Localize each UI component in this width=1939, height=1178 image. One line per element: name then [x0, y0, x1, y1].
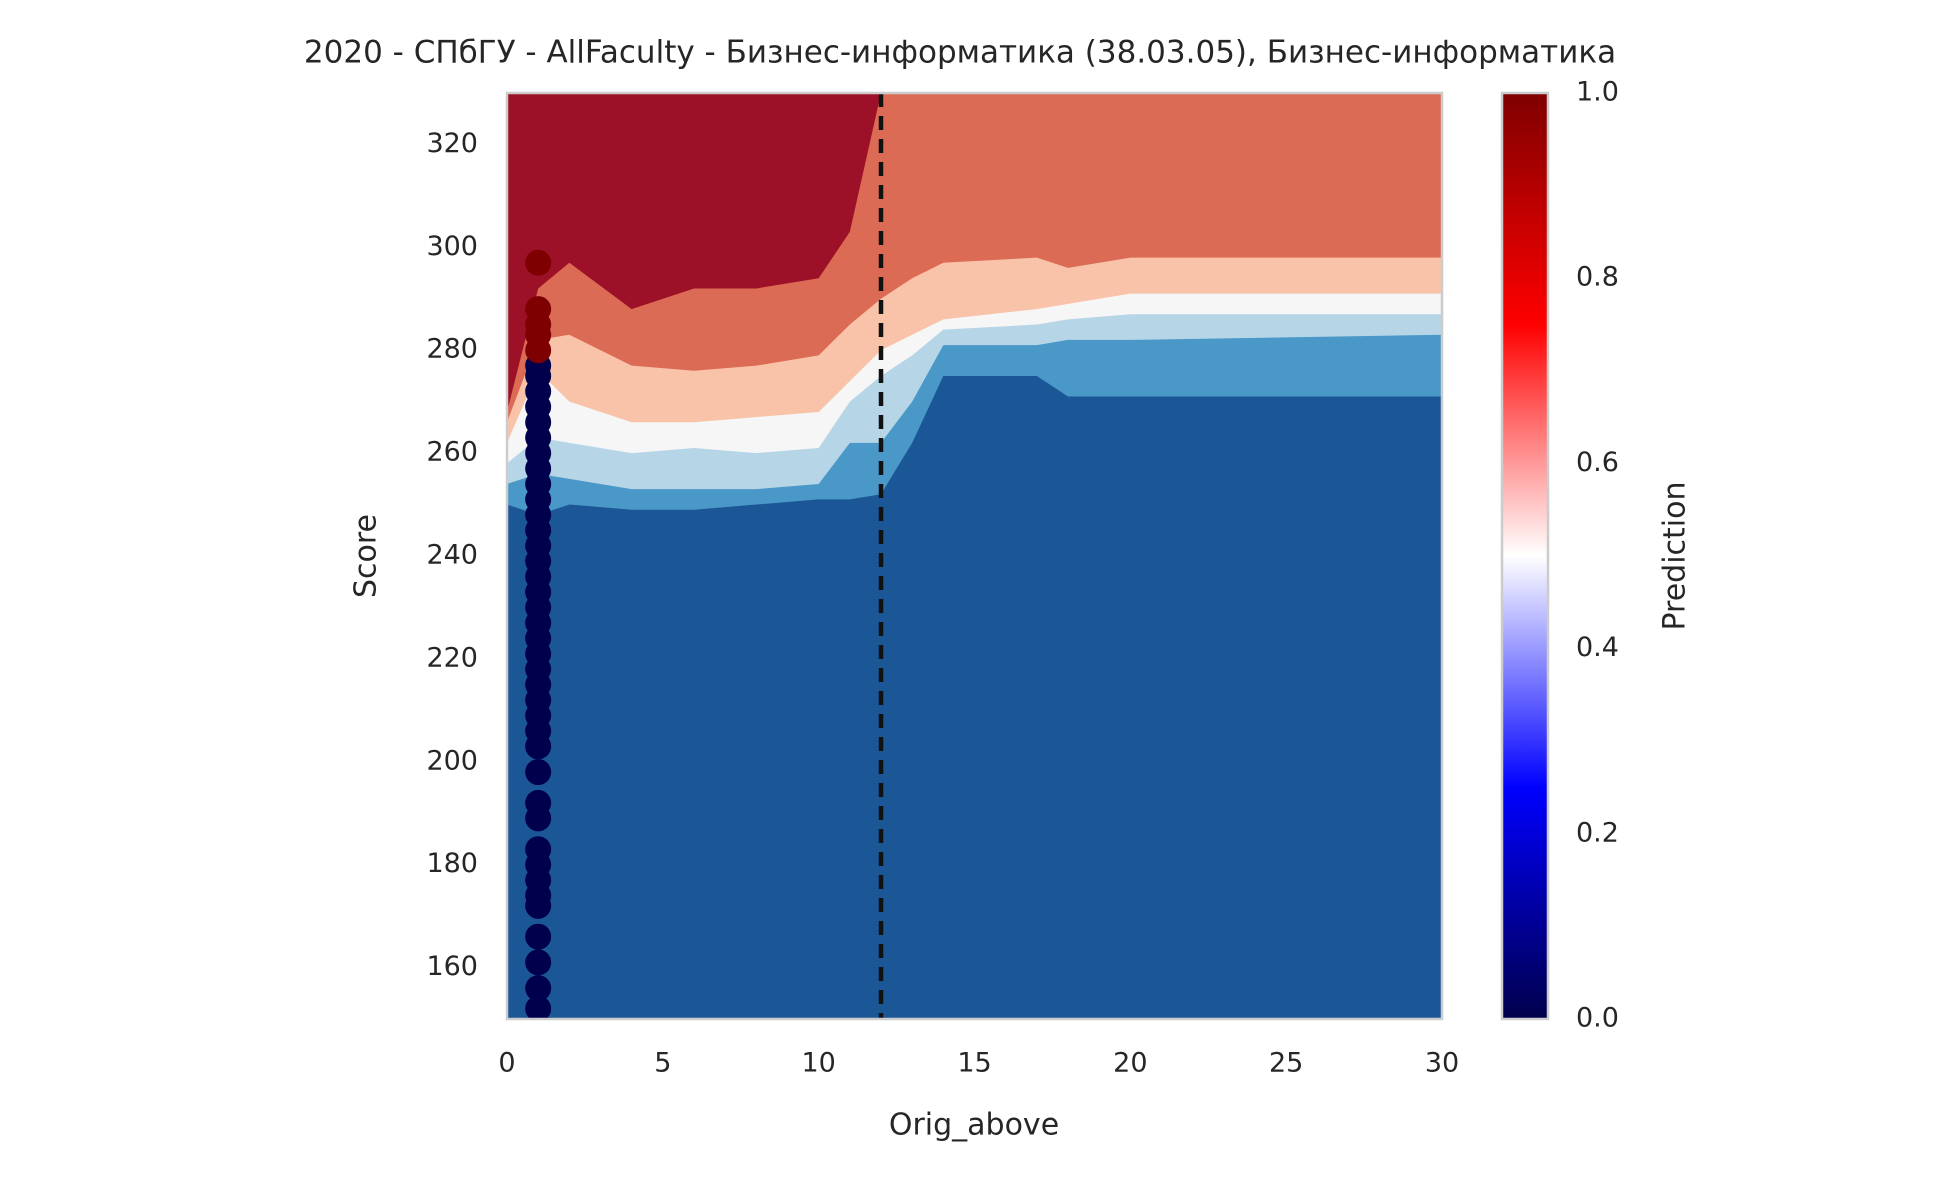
scatter-point: [525, 923, 552, 950]
colorbar-tick-label: 0.8: [1576, 262, 1619, 293]
y-tick-label: 300: [426, 231, 478, 262]
colorbar-tick-label: 0.2: [1576, 817, 1619, 848]
y-tick-label: 180: [426, 848, 478, 879]
y-tick-label: 200: [426, 745, 478, 776]
y-tick-label: 260: [426, 437, 478, 468]
x-tick-label: 20: [1113, 1048, 1147, 1079]
colorbar: [1502, 93, 1548, 1019]
y-tick-label: 220: [426, 642, 478, 673]
colorbar-label: Prediction: [1658, 481, 1693, 630]
scatter-point: [525, 249, 552, 276]
scatter-point: [525, 949, 552, 976]
scatter-point: [525, 836, 552, 863]
scatter-point: [525, 995, 552, 1019]
x-tick-label: 15: [957, 1048, 991, 1079]
chart-title: 2020 - СПбГУ - AllFaculty - Бизнес-инфор…: [304, 35, 1616, 71]
scatter-point: [525, 296, 552, 323]
x-axis-label: Orig_above: [889, 1108, 1059, 1143]
colorbar-tick-label: 0.0: [1576, 1003, 1619, 1034]
x-tick-label: 5: [654, 1048, 671, 1079]
y-axis-label: Score: [349, 514, 384, 598]
plot-frame: [505, 91, 1444, 1021]
x-tick-label: 25: [1269, 1048, 1303, 1079]
x-tick-label: 10: [801, 1048, 835, 1079]
x-tick-label: 30: [1425, 1048, 1459, 1079]
colorbar-tick-label: 0.4: [1576, 632, 1619, 663]
scatter-point: [525, 759, 552, 786]
y-tick-label: 240: [426, 540, 478, 571]
plot-area: [507, 93, 1442, 1019]
y-tick-label: 160: [426, 951, 478, 982]
y-tick-label: 280: [426, 334, 478, 365]
x-tick-label: 0: [498, 1048, 515, 1079]
contour-band: [507, 375, 1442, 1019]
colorbar-tick-label: 1.0: [1576, 77, 1619, 108]
scatter-point: [525, 975, 552, 1002]
y-tick-label: 320: [426, 128, 478, 159]
scatter-point: [525, 789, 552, 816]
colorbar-frame: [1500, 91, 1550, 1021]
colorbar-tick-label: 0.6: [1576, 447, 1619, 478]
